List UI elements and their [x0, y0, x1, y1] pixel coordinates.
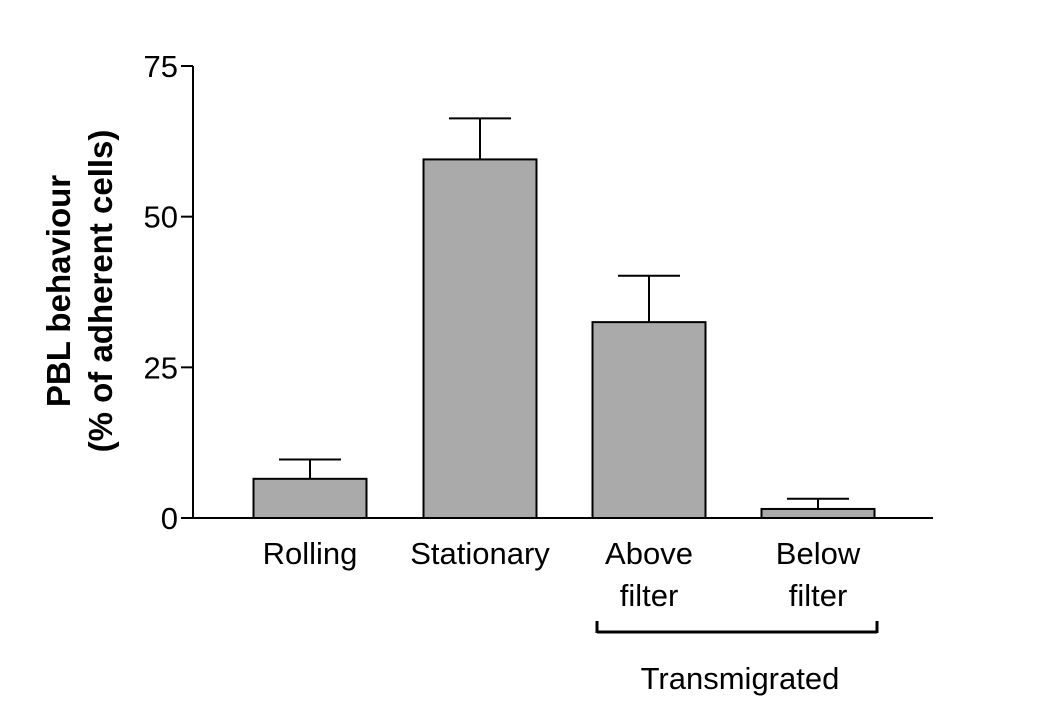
- group-bracket: Transmigrated: [595, 621, 879, 696]
- bar: [760, 507, 876, 519]
- x-category-label: filter: [620, 578, 679, 613]
- y-tick-label: 25: [144, 350, 178, 385]
- x-category-label: Above: [605, 536, 693, 571]
- y-axis-title: PBL behaviour (% of adherent cells): [40, 130, 119, 453]
- x-category-label: filter: [789, 578, 848, 613]
- bars: [252, 117, 876, 519]
- x-category-label: Rolling: [263, 536, 358, 571]
- bar: [422, 158, 538, 519]
- y-tick-label: 50: [144, 200, 178, 235]
- group-bracket-label: Transmigrated: [641, 661, 840, 696]
- bar: [252, 477, 368, 519]
- y-axis: 0 25 50 75: [144, 49, 194, 536]
- bar: [591, 321, 707, 519]
- x-category-label: Below: [776, 536, 861, 571]
- x-axis: Rolling Stationary Above filter Below filter: [193, 517, 933, 613]
- y-axis-title-line-2: (% of adherent cells): [82, 130, 119, 453]
- y-tick-label: 75: [144, 49, 178, 84]
- y-axis-title-line-1: PBL behaviour: [40, 175, 77, 407]
- x-category-label: Stationary: [410, 536, 550, 571]
- y-tick-label: 0: [161, 501, 178, 536]
